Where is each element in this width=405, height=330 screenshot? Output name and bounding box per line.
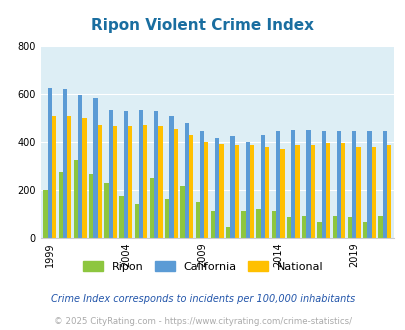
Bar (139, 110, 143, 238)
Bar (264, 147, 269, 238)
Bar (52, 115, 56, 238)
Bar (199, 131, 204, 238)
Bar (128, 126, 132, 238)
Bar (286, 217, 290, 238)
Bar (260, 135, 264, 238)
Bar (74, 160, 78, 238)
Legend: Ripon, California, National: Ripon, California, National (78, 256, 327, 276)
Bar (67, 115, 71, 238)
Bar (78, 95, 82, 238)
Bar (295, 146, 299, 238)
Bar (290, 130, 295, 238)
Bar (310, 146, 314, 238)
Bar (377, 216, 382, 238)
Bar (362, 222, 367, 238)
Bar (301, 216, 306, 238)
Bar (97, 125, 102, 238)
Bar (332, 216, 336, 238)
Bar (119, 196, 124, 238)
Bar (230, 136, 234, 238)
Bar (93, 98, 97, 238)
Bar (158, 126, 162, 238)
Text: Ripon Violent Crime Index: Ripon Violent Crime Index (91, 18, 314, 33)
Bar (215, 138, 219, 238)
Bar (275, 131, 279, 238)
Bar (184, 123, 188, 238)
Bar (113, 126, 117, 238)
Bar (256, 209, 260, 238)
Bar (356, 147, 360, 238)
Text: © 2025 CityRating.com - https://www.cityrating.com/crime-statistics/: © 2025 CityRating.com - https://www.city… (54, 317, 351, 326)
Bar (249, 146, 254, 238)
Bar (347, 217, 351, 238)
Bar (234, 146, 238, 238)
Bar (317, 222, 321, 238)
Bar (63, 89, 67, 238)
Bar (82, 118, 86, 238)
Bar (325, 143, 329, 238)
Bar (371, 147, 375, 238)
Bar (204, 142, 208, 238)
Bar (43, 190, 47, 238)
Bar (169, 115, 173, 238)
Bar (210, 211, 215, 238)
Bar (386, 146, 390, 238)
Bar (124, 111, 128, 238)
Bar (173, 129, 177, 238)
Bar (241, 211, 245, 238)
Bar (279, 149, 284, 238)
Bar (188, 135, 193, 238)
Bar (58, 172, 63, 238)
Bar (108, 110, 113, 238)
Bar (149, 178, 154, 238)
Bar (351, 131, 356, 238)
Bar (340, 143, 345, 238)
Bar (47, 88, 52, 238)
Text: Crime Index corresponds to incidents per 100,000 inhabitants: Crime Index corresponds to incidents per… (51, 294, 354, 304)
Bar (321, 131, 325, 238)
Bar (180, 186, 184, 238)
Bar (89, 174, 93, 238)
Bar (219, 144, 223, 238)
Bar (306, 130, 310, 238)
Bar (382, 131, 386, 238)
Bar (195, 202, 199, 238)
Bar (271, 211, 275, 238)
Bar (104, 182, 108, 238)
Bar (143, 125, 147, 238)
Bar (367, 131, 371, 238)
Bar (336, 131, 340, 238)
Bar (245, 142, 249, 238)
Bar (226, 227, 230, 238)
Bar (134, 204, 139, 238)
Bar (154, 111, 158, 238)
Bar (165, 199, 169, 238)
